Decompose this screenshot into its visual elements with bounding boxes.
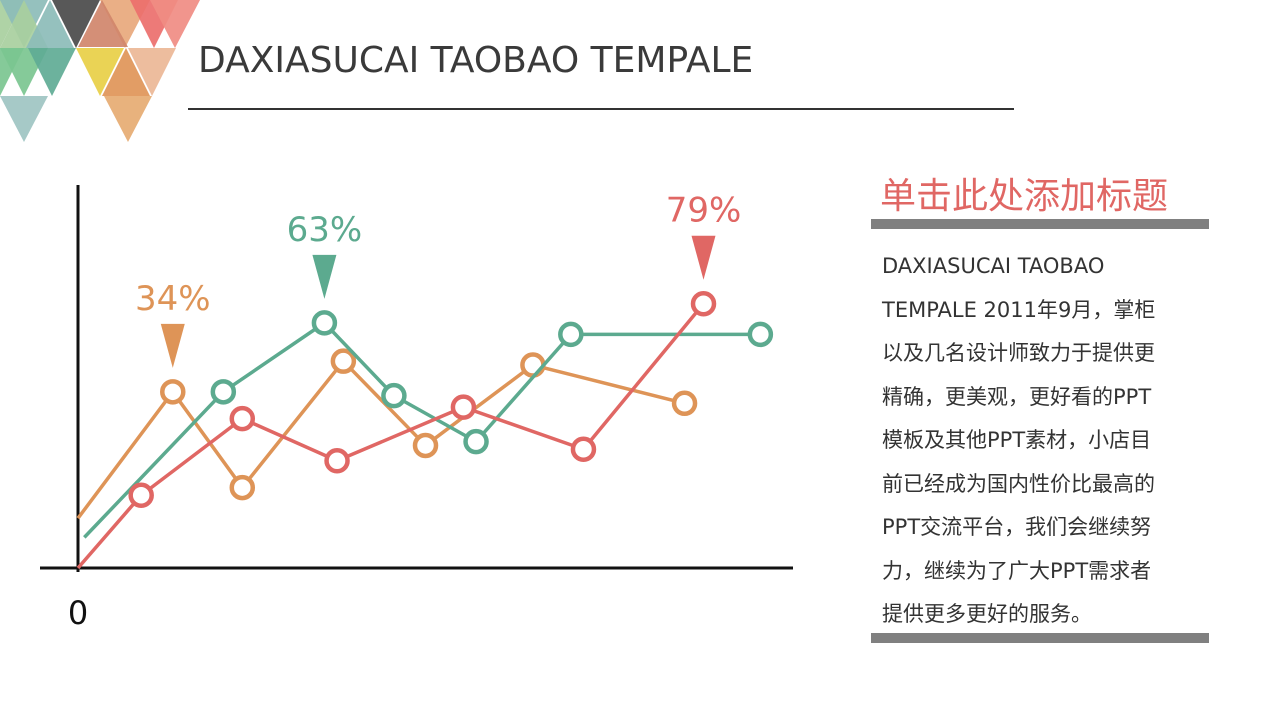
data-label: 63% bbox=[287, 210, 363, 250]
data-point-marker bbox=[690, 290, 717, 317]
panel-body-line: 提供更多更好的服务。 bbox=[882, 602, 1092, 626]
decor-triangle bbox=[102, 48, 150, 96]
data-point-marker bbox=[381, 382, 407, 409]
data-point-marker bbox=[558, 321, 584, 348]
data-point-marker bbox=[229, 405, 256, 432]
data-point-marker bbox=[671, 390, 698, 417]
panel-body-line: 以及几名设计师致力于提供更 bbox=[882, 341, 1155, 365]
decor-triangle bbox=[104, 96, 152, 142]
data-point-marker bbox=[450, 394, 477, 420]
line-chart: 0 34% 63% 79% bbox=[40, 185, 793, 632]
decor-triangle bbox=[150, 0, 200, 48]
panel-body-line: 前已经成为国内性价比最高的 bbox=[882, 471, 1155, 496]
data-label: 79% bbox=[666, 191, 742, 231]
data-point-marker bbox=[412, 432, 439, 459]
title-divider bbox=[188, 108, 1014, 110]
panel-body-line: DAXIASUCAI TAOBAO bbox=[882, 254, 1105, 278]
panel-body-line: PPT交流平台，我们会继续努 bbox=[882, 515, 1152, 539]
data-point-marker bbox=[229, 474, 256, 501]
data-point-marker bbox=[463, 428, 489, 455]
decor-triangle bbox=[26, 0, 74, 48]
data-point-marker bbox=[330, 348, 357, 374]
panel-body-line: 模板及其他PPT素材，小店目 bbox=[882, 428, 1152, 452]
decor-triangle bbox=[78, 0, 128, 47]
origin-label: 0 bbox=[68, 594, 88, 632]
data-label: 34% bbox=[135, 279, 211, 319]
data-point-marker bbox=[160, 379, 186, 405]
data-point-marker bbox=[311, 310, 338, 336]
decor-triangle bbox=[52, 0, 100, 48]
decor-triangle bbox=[28, 48, 76, 96]
panel-heading: 单击此处添加标题 bbox=[880, 176, 1169, 217]
panel-body-line: TEMPALE 2011年9月，掌柜 bbox=[882, 297, 1156, 322]
panel-body-text: DAXIASUCAI TAOBAO TEMPALE 2011年9月，掌柜 以及几名设… bbox=[882, 245, 1200, 637]
data-point-marker bbox=[324, 448, 350, 474]
panel-body-line: 精确，更美观，更好看的PPT bbox=[882, 384, 1152, 409]
callout-arrow bbox=[691, 235, 716, 280]
callout-arrow bbox=[160, 323, 185, 368]
decor-triangle bbox=[76, 48, 124, 96]
panel-bottom-bar bbox=[871, 633, 1209, 643]
data-point-marker bbox=[747, 321, 774, 348]
data-point-marker bbox=[128, 482, 154, 508]
page-title: DAXIASUCAI TAOBAO TEMPALE bbox=[198, 40, 754, 81]
decor-triangle bbox=[128, 48, 176, 96]
data-point-marker bbox=[520, 352, 546, 378]
triangle-mosaic-decoration bbox=[0, 0, 200, 142]
callout-arrow bbox=[312, 254, 337, 299]
data-point-marker bbox=[210, 379, 237, 405]
panel-body-line: 力，继续为了广大PPT需求者 bbox=[882, 558, 1152, 583]
panel-top-bar bbox=[871, 219, 1209, 229]
data-point-marker bbox=[570, 436, 597, 463]
decor-triangle bbox=[0, 96, 48, 142]
